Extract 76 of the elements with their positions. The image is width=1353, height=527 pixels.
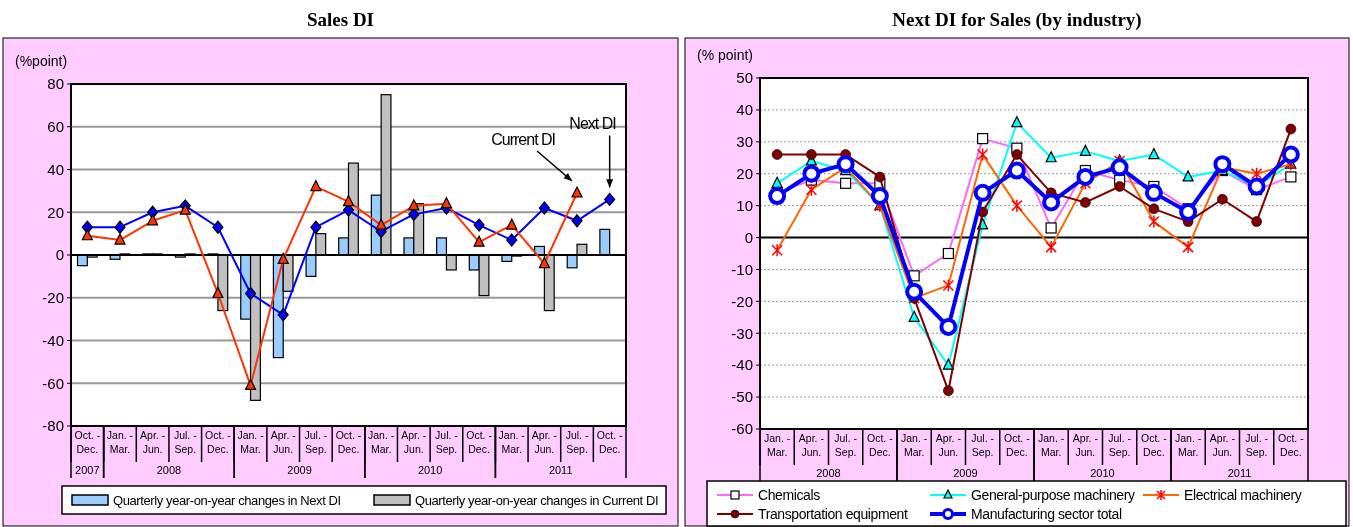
x-tick-label: Apr. - Jun. [935, 432, 962, 458]
x-tick-label: Oct. - Dec. [1004, 432, 1031, 458]
x-tick-label: Oct. - Dec. [205, 429, 232, 455]
legend-label: Chemicals [758, 486, 821, 503]
y-tick-label: 80 [47, 75, 64, 93]
x-tick-label: Apr. - Jun. [401, 429, 427, 455]
x-tick-label: Oct. - Dec. [867, 432, 894, 458]
x-tick-label: Oct. - Dec. [1141, 432, 1168, 458]
y-tick-label: 0 [55, 246, 64, 264]
x-tick-label: Jan. - Mar. [1174, 432, 1202, 458]
x-tick-label: Apr. - Jun. [140, 429, 166, 455]
y-tick-label: -20 [731, 292, 753, 310]
text: 2011 [548, 464, 573, 476]
text: 2007 [75, 464, 100, 476]
x-tick-label: Apr. - Jun. [798, 432, 825, 458]
y-tick-label: -60 [42, 374, 64, 392]
x-tick-label: Jul. - Sep. [971, 432, 995, 458]
y-tick-label: -60 [731, 420, 753, 438]
x-tick-label: Apr. - Jun. [270, 429, 297, 455]
text: 2008 [156, 464, 182, 476]
x-tick-label: Jan. - Mar. [900, 432, 928, 458]
y-tick-label: 40 [736, 101, 753, 119]
text: 2009 [953, 467, 978, 479]
y-tick-label: 20 [47, 203, 64, 221]
text: 2010 [417, 464, 443, 476]
legend-label: Electrical machinery [1184, 486, 1302, 503]
y-tick-label: 20 [736, 164, 753, 182]
text: 2010 [1090, 467, 1115, 479]
x-tick-label: Jul. - Sep. [435, 429, 459, 455]
x-tick-label: Oct. - Dec. [596, 429, 624, 455]
x-tick-label: Jul. - Sep. [304, 429, 328, 455]
legend-label: Quarterly year-on-year changes in Next DI [113, 492, 341, 508]
y-tick-label: 40 [47, 160, 64, 178]
y-axis-title: (%point) [15, 53, 68, 69]
text: Current DI [491, 131, 556, 149]
x-tick-label: Apr. - Jun. [531, 429, 558, 455]
text: 2009 [287, 464, 312, 476]
x-tick-label: Oct. - Dec. [1278, 432, 1305, 458]
chart-title: Next DI for Sales (by industry) [892, 9, 1142, 31]
text: 2008 [816, 467, 841, 479]
y-tick-label: -10 [731, 260, 753, 278]
y-tick-label: -30 [731, 324, 753, 342]
legend-label: General-purpose machinery [971, 486, 1135, 503]
y-tick-label: -50 [731, 388, 753, 406]
x-tick-label: Jul. - Sep. [1245, 432, 1269, 458]
x-tick-label: Apr. - Jun. [1209, 432, 1236, 458]
y-tick-label: 30 [736, 133, 753, 151]
chart-title: Sales DI [306, 9, 375, 30]
y-tick-label: 50 [736, 69, 753, 87]
y-tick-label: -80 [42, 417, 64, 435]
text: 2011 [1227, 467, 1252, 479]
x-tick-label: Jul. - Sep. [173, 429, 198, 455]
y-tick-label: 60 [47, 118, 64, 135]
x-tick-label: Jan. - Mar. [106, 429, 134, 455]
y-tick-label: -20 [42, 289, 64, 306]
y-tick-label: -40 [731, 356, 753, 374]
x-tick-label: Apr. - Jun. [1072, 432, 1099, 458]
y-axis-title: (% point) [697, 47, 754, 63]
legend-label: Manufacturing sector total [971, 505, 1122, 522]
x-tick-label: Jan. - Mar. [237, 429, 265, 455]
x-tick-label: Oct. - Dec. [335, 429, 362, 455]
y-tick-label: 10 [736, 196, 753, 214]
y-tick-label: -40 [42, 331, 64, 349]
x-tick-label: Jan. - Mar. [368, 429, 395, 455]
x-tick-label: Jul. - Sep. [565, 429, 589, 455]
x-tick-label: Oct. - Dec. [74, 429, 101, 455]
x-tick-label: Jan. - Mar. [1037, 432, 1065, 458]
x-tick-label: Oct. - Dec. [466, 429, 493, 455]
y-tick-label: 0 [744, 228, 753, 246]
x-tick-label: Jan. - Mar. [498, 429, 526, 455]
legend-label: Quarterly year-on-year changes in Current DI [415, 492, 659, 508]
x-tick-label: Jul. - Sep. [1108, 432, 1132, 458]
x-tick-label: Jan. - Mar. [763, 432, 791, 458]
text: Next DI [569, 115, 616, 133]
legend-label: Transportation equipment [758, 505, 908, 522]
x-tick-label: Jul. - Sep. [834, 432, 858, 458]
